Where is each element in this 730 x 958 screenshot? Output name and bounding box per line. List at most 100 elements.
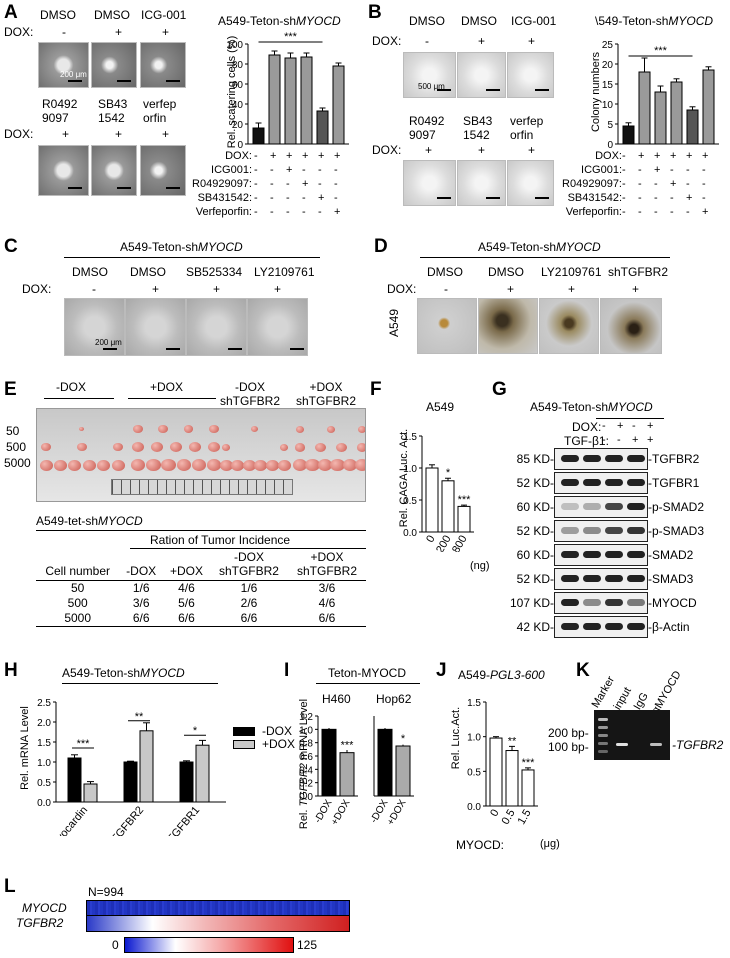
tumor (305, 459, 320, 471)
i-title: Teton-MYOCD (328, 666, 407, 680)
i-ytick-label-4: 0.8 (299, 739, 313, 750)
table-cell: 4/6 (318, 596, 336, 610)
a-row-1-sign-2: + (286, 164, 293, 176)
b-row-1-sign-1: - (638, 164, 642, 176)
tumor (279, 443, 288, 451)
a-row-4-sign-2: - (286, 206, 290, 218)
d-micrograph-4 (600, 298, 662, 354)
b-row-3-sign-3: - (670, 192, 674, 204)
a-row-label-1: ICG001: (211, 164, 252, 176)
blot-strip (554, 472, 648, 494)
b-row-3-sign-0: - (622, 192, 626, 204)
b-cond-5: SB43 1542 (463, 114, 493, 142)
blot-band (627, 527, 645, 534)
tumor (355, 459, 365, 471)
b-bar-2 (654, 91, 667, 145)
tumor (189, 442, 201, 452)
b-dox-4: + (425, 143, 433, 157)
a-dox-label-2: DOX: (4, 127, 34, 141)
tumor (151, 442, 163, 452)
g-sign-0-3: + (647, 420, 654, 432)
k-lane-4: αMYOCD (649, 669, 684, 716)
a-row-3-sign-0: - (254, 192, 258, 204)
tumor (326, 425, 335, 433)
tumor (132, 442, 144, 452)
l-row-1: MYOCD (22, 901, 67, 915)
c-title: A549-Teton-shMYOCD (120, 240, 243, 254)
blot-band (561, 575, 579, 582)
a-bar-1 (268, 54, 281, 145)
blot-band (561, 623, 579, 630)
c-micrograph-4 (247, 298, 308, 356)
blot-band (605, 551, 623, 558)
j-bar-0 (489, 737, 503, 807)
a-row-3-sign-1: - (270, 192, 274, 204)
h-ytick-label-3: 1.5 (37, 738, 51, 749)
j-xtick-label-0: 0 (488, 808, 501, 819)
tumor (133, 425, 143, 433)
tumor (97, 459, 111, 471)
a-scale-bar-6 (166, 187, 180, 189)
b-row-2-sign-2: - (654, 178, 658, 190)
b-ytick-label-0: 0 (607, 140, 613, 150)
j-title-plain: A549- (458, 668, 491, 682)
b-bar-chart: 0 5 10 15 20 25 *** (602, 40, 719, 150)
a-dox-label: DOX: (4, 25, 34, 39)
g-tgf-label: TGF-β1: (564, 434, 609, 448)
b-row-3-sign-2: - (654, 192, 658, 204)
b-bar-5 (702, 69, 715, 145)
a-row-2-sign-3: + (302, 178, 309, 190)
tumor (254, 459, 268, 471)
b-row-3-sign-1: - (638, 192, 642, 204)
blot-strip (554, 616, 648, 638)
b-scale-bar-6 (535, 197, 549, 199)
b-row-1-sign-3: - (670, 164, 674, 176)
j-bar-1 (505, 750, 519, 807)
table-cell: 1/6 (240, 581, 258, 595)
tumor (356, 442, 365, 452)
j-ytick-label-1: 0.5 (467, 767, 481, 778)
b-row-1-sign-2: + (654, 164, 661, 176)
b-row-4-sign-5: + (702, 206, 709, 218)
g-protein-label-6: -MYOCD (648, 596, 697, 610)
blot-band (583, 527, 601, 534)
tumor (335, 442, 347, 452)
tumor (53, 459, 68, 471)
c-dox-label: DOX: (22, 282, 52, 296)
h-xtick-label-0: Myocardin (48, 804, 90, 836)
b-row-0-sign-0: - (622, 150, 626, 162)
b-row-0-sign-1: + (638, 150, 645, 162)
b-cond-6: verfep orfin (510, 114, 544, 142)
h-bar-2-0 (179, 761, 194, 803)
c-micrograph-1 (64, 298, 125, 356)
a-row-4-sign-5: + (334, 206, 341, 218)
c-cond-2: DMSO (130, 265, 166, 279)
a-ytick-label-2: 40 (232, 100, 244, 111)
a-cond-1: DMSO (40, 8, 76, 22)
a-bar-2 (284, 57, 297, 145)
b-row-1-sign-0: - (622, 164, 626, 176)
b-chart-title: \549-Teton-shMYOCD (595, 14, 713, 28)
tumor (191, 459, 207, 471)
e-row-label-3: 5000 (4, 456, 31, 470)
tumor-incidence-table: Cell number -DOX +DOX -DOX shTGFBR2 +DOX shT… (36, 550, 366, 627)
l-scale-min: 0 (112, 938, 119, 952)
g-kd-label-5: 52 KD- (516, 572, 554, 586)
g-title-plain: A549-Teton-sh (530, 400, 609, 414)
c-title-line (64, 257, 320, 258)
b-ytick-label-3: 15 (602, 80, 614, 91)
a-scale-bar-2 (117, 80, 131, 82)
panel-letter-i: I (284, 660, 290, 681)
tumor (82, 459, 96, 471)
h-bar-1-0 (123, 761, 138, 803)
a-micrograph-1 (38, 42, 89, 88)
a-bar-0 (252, 127, 265, 145)
a-row-1-sign-0: - (254, 164, 258, 176)
b-dox-6: + (528, 143, 536, 157)
g-treat-line (596, 418, 664, 419)
a-cond-5: SB43 1542 (98, 97, 128, 125)
g-sign-0-1: + (617, 420, 624, 432)
g-sign-0-0: - (602, 420, 606, 432)
a-row-2-sign-4: - (318, 178, 322, 190)
